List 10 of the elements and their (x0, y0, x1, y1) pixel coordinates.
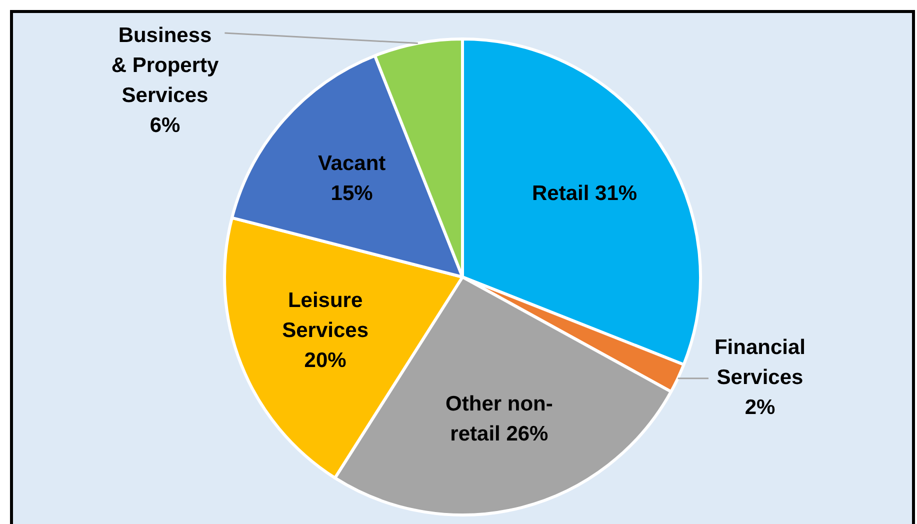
slice-label: Financial Services (714, 336, 806, 390)
slice-label: Retail 31% (532, 182, 638, 205)
data-label: 15% (330, 182, 374, 206)
slice-label: Leisure Services (282, 289, 369, 342)
slice-label: Business & Property Services (111, 24, 219, 107)
slice-label: Vacant (318, 152, 386, 176)
slice-label: Other non-retail 26% (446, 392, 553, 446)
data-label: 2% (744, 396, 776, 420)
data-label: 20% (304, 349, 347, 372)
data-label: 6% (150, 114, 180, 137)
